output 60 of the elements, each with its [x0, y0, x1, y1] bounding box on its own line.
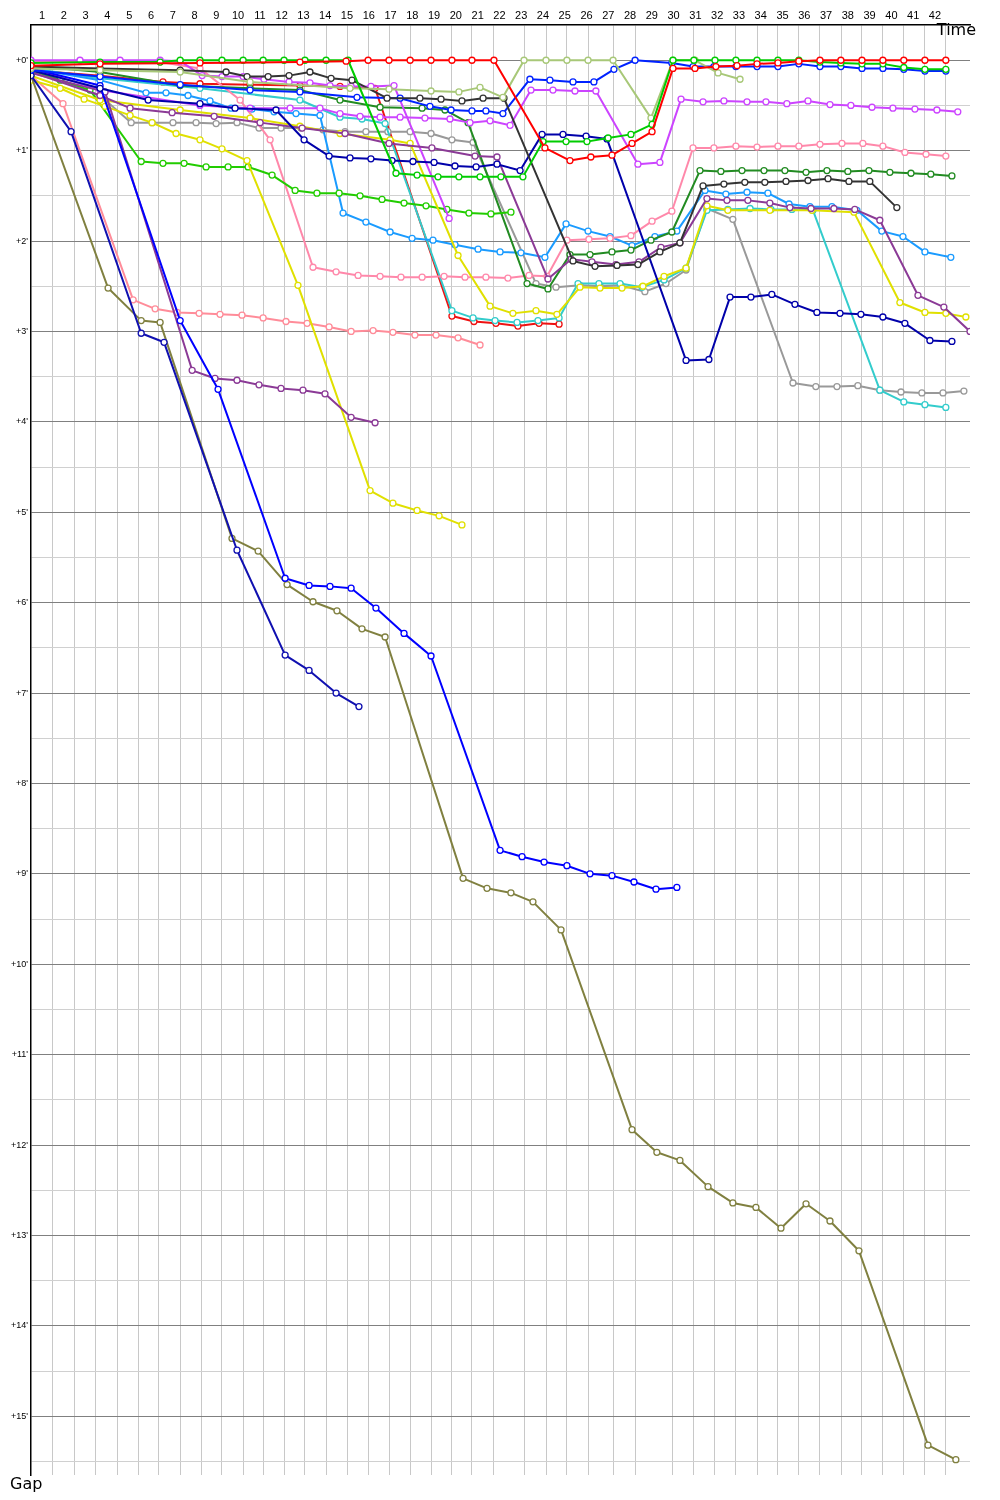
y-tick-label: +13' — [11, 1229, 29, 1240]
y-tick-label: +4' — [16, 416, 29, 427]
y-tick-label: +9' — [16, 868, 29, 879]
x-tick-label: 17 — [384, 9, 397, 22]
y-tick-label: +1' — [16, 145, 29, 156]
x-tick-label: 29 — [645, 9, 658, 22]
x-tick-label: 24 — [536, 9, 550, 22]
x-tick-label: 13 — [297, 9, 310, 22]
y-tick-label: +6' — [16, 597, 29, 608]
y-tick-label: +5' — [16, 506, 29, 517]
x-tick-label: 15 — [340, 9, 354, 22]
x-tick-label: 39 — [863, 9, 876, 22]
x-tick-label: 11 — [254, 9, 266, 22]
x-tick-label: 3 — [82, 9, 89, 22]
x-tick-label: 36 — [798, 9, 811, 22]
y-tick-label: +3' — [16, 325, 29, 336]
y-tick-label: +8' — [16, 777, 29, 788]
x-tick-label: 27 — [602, 9, 615, 22]
x-tick-label: 30 — [667, 9, 680, 22]
x-tick-label: 21 — [471, 9, 484, 22]
x-tick-label: 34 — [754, 9, 767, 22]
x-tick-label: 2 — [60, 9, 67, 22]
y-tick-label: +12' — [11, 1139, 29, 1150]
y-tick-label: +11' — [11, 1049, 29, 1060]
x-tick-label: 33 — [732, 9, 746, 22]
x-tick-label: 31 — [689, 9, 702, 22]
x-tick-label: 9 — [213, 9, 220, 22]
x-tick-label: 42 — [928, 9, 942, 22]
x-tick-label: 26 — [580, 9, 593, 22]
x-tick-label: 5 — [126, 9, 133, 22]
x-tick-label: 16 — [362, 9, 375, 22]
y-axis-title: Gap — [10, 1474, 43, 1494]
x-tick-label: 10 — [231, 9, 245, 22]
x-tick-label: 8 — [191, 9, 198, 22]
x-tick-label: 19 — [427, 9, 441, 22]
x-tick-label: 28 — [623, 9, 637, 22]
x-tick-label: 23 — [515, 9, 528, 22]
x-tick-label: 7 — [169, 9, 176, 22]
y-tick-label: +2' — [16, 235, 29, 246]
y-tick-label: +7' — [16, 687, 29, 698]
x-tick-label: 32 — [711, 9, 724, 22]
x-tick-label: 38 — [841, 9, 854, 22]
x-tick-label: 1 — [39, 9, 46, 22]
x-tick-label: 4 — [104, 9, 111, 22]
x-tick-label: 22 — [493, 9, 506, 22]
x-tick-label: 40 — [885, 9, 898, 22]
x-tick-label: 12 — [275, 9, 288, 22]
x-tick-label: 37 — [819, 9, 833, 22]
x-tick-label: 14 — [319, 9, 332, 22]
x-tick-label: 35 — [776, 9, 789, 22]
y-tick-label: +10' — [11, 958, 29, 969]
x-axis-title: Time — [935, 20, 976, 40]
x-tick-label: 6 — [147, 9, 155, 22]
y-tick-label: +14' — [11, 1320, 29, 1331]
y-tick-label: +15' — [11, 1410, 29, 1421]
x-tick-label: 25 — [558, 9, 571, 22]
y-tick-label: +0' — [16, 54, 29, 65]
x-tick-label: 41 — [907, 9, 920, 22]
x-tick-label: 18 — [406, 9, 419, 22]
x-tick-label: 20 — [449, 9, 462, 22]
